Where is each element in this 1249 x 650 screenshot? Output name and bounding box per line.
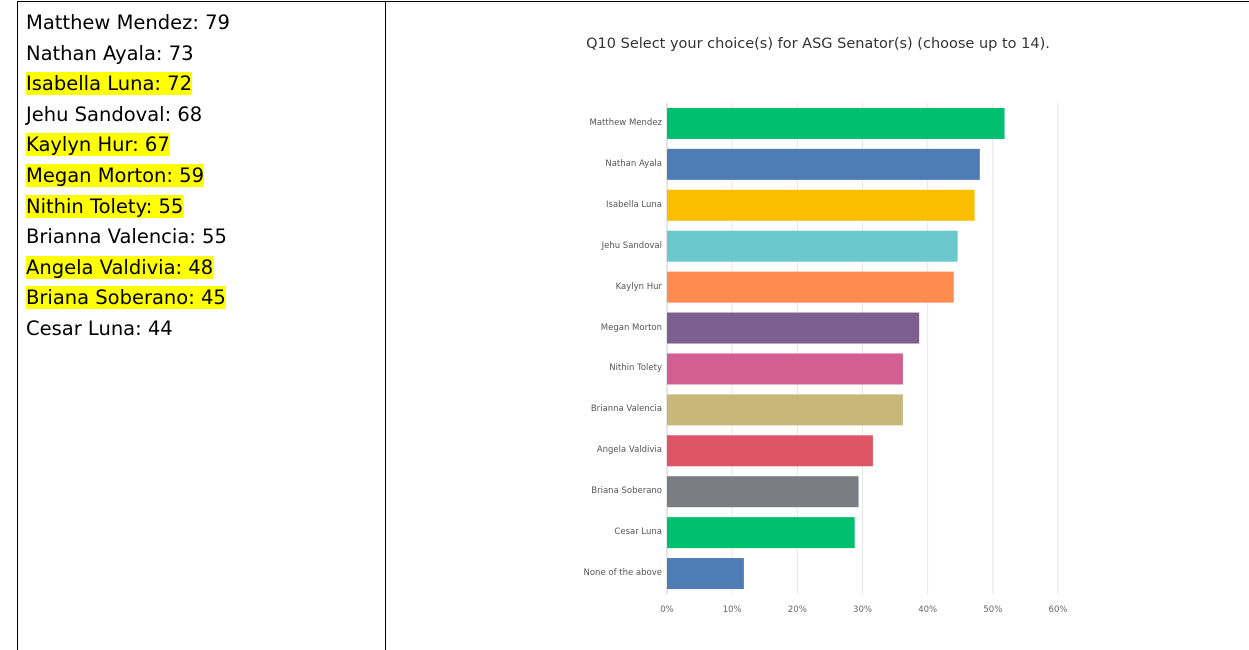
list-item: Matthew Mendez: 79 bbox=[26, 8, 230, 39]
y-tick-label: None of the above bbox=[583, 568, 663, 579]
y-tick-label: Nithin Tolety bbox=[609, 363, 662, 374]
bar bbox=[667, 312, 920, 344]
bar bbox=[667, 189, 975, 221]
list-item: Jehu Sandoval: 68 bbox=[26, 100, 230, 131]
bar bbox=[667, 107, 1005, 139]
table-border bbox=[17, 1, 18, 650]
highlighted-text: Kaylyn Hur: 67 bbox=[26, 133, 170, 157]
highlighted-text: Briana Soberano: 45 bbox=[26, 286, 226, 310]
list-item: Kaylyn Hur: 67 bbox=[26, 130, 230, 161]
list-item: Megan Morton: 59 bbox=[26, 161, 230, 192]
x-tick-label: 10% bbox=[723, 605, 742, 615]
bar bbox=[667, 517, 855, 549]
list-text: Jehu Sandoval: 68 bbox=[26, 102, 203, 126]
highlighted-text: Megan Morton: 59 bbox=[26, 163, 204, 187]
bar bbox=[667, 435, 873, 467]
y-tick-label: Brianna Valencia bbox=[590, 404, 662, 415]
x-tick-label: 30% bbox=[853, 605, 872, 615]
list-text: Nathan Ayala: 73 bbox=[26, 41, 194, 65]
x-tick-label: 50% bbox=[983, 605, 1002, 615]
result-list: Matthew Mendez: 79 Nathan Ayala: 73 Isabel… bbox=[26, 8, 230, 345]
bar bbox=[667, 271, 954, 303]
y-tick-label: Matthew Mendez bbox=[589, 117, 662, 128]
list-item: Brianna Valencia: 55 bbox=[26, 222, 230, 253]
list-item: Angela Valdivia: 48 bbox=[26, 253, 230, 284]
bar bbox=[667, 476, 859, 508]
y-tick-label: Nathan Ayala bbox=[605, 158, 662, 169]
highlighted-text: Angela Valdivia: 48 bbox=[26, 255, 214, 279]
x-tick-label: 40% bbox=[918, 605, 937, 615]
y-tick-label: Isabella Luna bbox=[606, 199, 662, 210]
y-tick-label: Cesar Luna bbox=[614, 527, 662, 538]
list-item: Nathan Ayala: 73 bbox=[26, 39, 230, 70]
bar bbox=[667, 558, 744, 590]
bar bbox=[667, 230, 958, 262]
x-tick-label: 20% bbox=[788, 605, 807, 615]
highlighted-text: Isabella Luna: 72 bbox=[26, 72, 192, 96]
y-tick-label: Briana Soberano bbox=[591, 486, 662, 497]
list-item: Nithin Tolety: 55 bbox=[26, 192, 230, 223]
list-text: Cesar Luna: 44 bbox=[26, 316, 173, 340]
bar bbox=[667, 353, 903, 385]
table-border bbox=[17, 1, 1249, 2]
bar bbox=[667, 394, 903, 426]
bar bbox=[667, 148, 980, 180]
y-tick-label: Megan Morton bbox=[600, 322, 662, 333]
table-border bbox=[385, 1, 386, 650]
highlighted-text: Nithin Tolety: 55 bbox=[26, 194, 184, 218]
y-tick-label: Angela Valdivia bbox=[596, 445, 662, 456]
list-text: Brianna Valencia: 55 bbox=[26, 225, 227, 249]
list-item: Isabella Luna: 72 bbox=[26, 69, 230, 100]
list-item: Briana Soberano: 45 bbox=[26, 283, 230, 314]
x-tick-label: 0% bbox=[660, 605, 674, 615]
list-text: Matthew Mendez: 79 bbox=[26, 11, 230, 34]
y-tick-label: Jehu Sandoval bbox=[601, 240, 662, 251]
y-tick-label: Kaylyn Hur bbox=[615, 281, 662, 292]
chart-title: Q10 Select your choice(s) for ASG Senato… bbox=[586, 36, 1050, 52]
list-item: Cesar Luna: 44 bbox=[26, 314, 230, 345]
x-tick-label: 60% bbox=[1049, 605, 1068, 615]
